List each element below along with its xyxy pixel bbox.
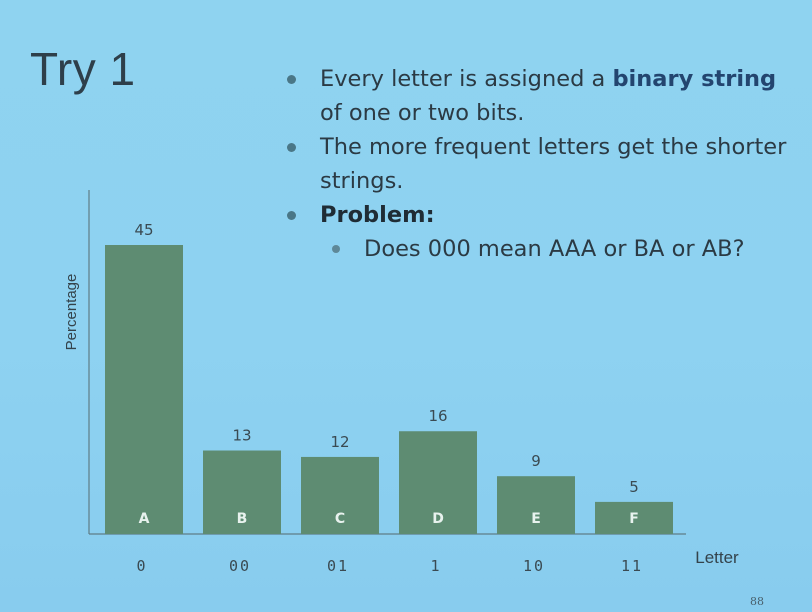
bar-A: [105, 245, 183, 534]
value-label-C: 12: [330, 433, 349, 451]
sub-bullet-text: Does 000 mean AAA or BA or AB?: [364, 236, 745, 262]
code-label-A: 0: [136, 557, 147, 575]
bar-letter-C: C: [335, 511, 345, 527]
bar-E: [497, 476, 575, 534]
bullet-dot-icon: [287, 75, 296, 84]
code-label-F: 11: [621, 557, 643, 575]
bullet-2-text: The more frequent letters get the shorte…: [320, 134, 787, 194]
bar-F: [595, 501, 673, 534]
bar-letter-F: F: [629, 511, 639, 527]
bullet-3-emphasis: Problem:: [320, 202, 435, 228]
code-label-B: 00: [229, 557, 251, 575]
page-number: 88: [750, 595, 764, 608]
code-label-E: 10: [523, 557, 545, 575]
value-label-E: 9: [531, 452, 541, 470]
bullet-dot-icon: [332, 245, 340, 253]
bar-letter-A: A: [139, 511, 150, 527]
bar-letter-E: E: [531, 511, 541, 527]
bullet-1-post: of one or two bits.: [320, 100, 525, 126]
sub-bullet-item: Does 000 mean AAA or BA or AB?: [282, 232, 802, 266]
bar-C: [301, 456, 379, 534]
value-label-F: 5: [629, 478, 639, 496]
code-label-D: 1: [430, 557, 441, 575]
bar-letter-D: D: [432, 511, 444, 527]
value-label-D: 16: [428, 407, 447, 425]
x-axis-label: Letter: [695, 548, 739, 567]
bar-letter-B: B: [237, 511, 248, 527]
bullet-dot-icon: [287, 143, 296, 152]
bar-D: [399, 431, 477, 534]
y-axis-label: Percentage: [63, 274, 80, 351]
slide-title: Try 1: [30, 43, 136, 95]
bar-B: [203, 450, 281, 534]
bullet-1-pre: Every letter is assigned a: [320, 66, 613, 92]
code-label-C: 01: [327, 557, 349, 575]
bullet-dot-icon: [287, 211, 296, 220]
bullet-list: Every letter is assigned a binary string…: [282, 62, 802, 266]
bullet-item-3: Problem:: [282, 198, 802, 232]
value-label-B: 13: [232, 427, 251, 445]
bullet-item-2: The more frequent letters get the shorte…: [282, 130, 802, 198]
bullet-item-1: Every letter is assigned a binary string…: [282, 62, 802, 130]
bullet-1-emphasis: binary string: [612, 66, 777, 92]
value-label-A: 45: [134, 221, 153, 239]
